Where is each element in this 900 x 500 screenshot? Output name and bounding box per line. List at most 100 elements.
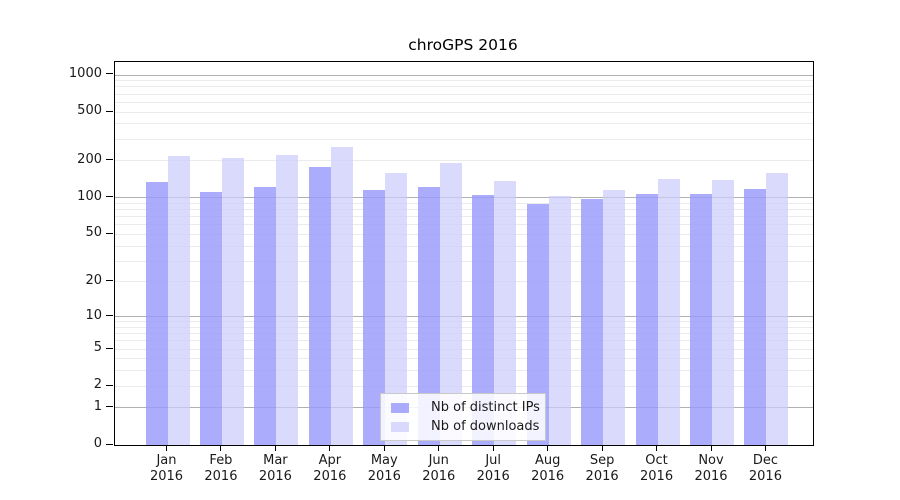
gridline-minor-700 (115, 93, 813, 95)
bar-downloads-aug (548, 195, 571, 445)
gridline-minor-20 (115, 281, 813, 283)
gridline-minor-90 (115, 202, 813, 204)
x-tick-dec (764, 446, 766, 451)
gridline-minor-600 (115, 101, 813, 103)
gridline-minor-500 (115, 111, 813, 113)
x-tick-jul (492, 446, 494, 451)
y-tick-label-20: 20 (85, 272, 102, 288)
bar-downloads-nov (712, 179, 734, 445)
x-tick-label-dec: Dec 2016 (748, 453, 782, 484)
y-tick-2 (106, 384, 113, 386)
legend: Nb of distinct IPs Nb of downloads (380, 393, 546, 441)
gridline-minor-9 (115, 321, 813, 323)
x-tick-label-may: May 2016 (367, 453, 401, 484)
bar-downloads-jun (439, 163, 462, 445)
legend-label-distinct-ips: Nb of distinct IPs (431, 400, 540, 415)
x-tick-label-jan: Jan 2016 (149, 453, 184, 484)
bar-downloads-jul (494, 180, 517, 445)
y-tick-0 (106, 443, 113, 445)
bar-distinct-ips-apr (308, 166, 331, 445)
bar-distinct-ips-oct (635, 194, 658, 445)
y-tick-1 (106, 406, 113, 408)
gridline-minor-5 (115, 348, 813, 350)
y-tick-label-1: 1 (93, 398, 102, 414)
y-tick-100 (106, 196, 113, 198)
bar-distinct-ips-may (363, 189, 386, 445)
bar-distinct-ips-jul (472, 195, 495, 445)
gridline-minor-60 (115, 224, 813, 226)
bar-downloads-oct (657, 179, 680, 445)
x-tick-may (383, 446, 385, 451)
legend-item-distinct-ips: Nb of distinct IPs (391, 398, 545, 417)
legend-swatch-distinct-ips (391, 402, 409, 413)
gridline-major-10 (115, 316, 813, 318)
y-tick-1000 (106, 73, 113, 75)
gridline-minor-6 (115, 340, 813, 342)
y-tick-500 (106, 110, 113, 112)
legend-label-downloads: Nb of downloads (431, 419, 540, 434)
bar-distinct-ips-sep (581, 199, 604, 445)
bar-downloads-feb (221, 158, 244, 445)
gridline-minor-7 (115, 333, 813, 335)
gridline-major-1000 (115, 74, 813, 76)
x-tick-label-mar: Mar 2016 (258, 453, 292, 484)
y-tick-label-100: 100 (77, 188, 102, 204)
bar-distinct-ips-feb (199, 192, 222, 445)
bar-downloads-may (385, 173, 408, 445)
bar-downloads-dec (766, 172, 789, 445)
x-tick-label-feb: Feb 2016 (204, 453, 238, 484)
gridline-minor-8 (115, 326, 813, 328)
bar-distinct-ips-aug (526, 204, 549, 445)
x-tick-label-sep: Sep 2016 (585, 453, 619, 484)
x-tick-nov (710, 446, 712, 451)
gridline-minor-300 (115, 138, 813, 140)
x-tick-label-jun: Jun 2016 (422, 453, 456, 484)
x-tick-apr (329, 446, 331, 451)
x-tick-sep (601, 446, 603, 451)
bar-distinct-ips-jan (145, 181, 168, 445)
x-tick-label-nov: Nov 2016 (694, 453, 728, 484)
y-tick-label-5: 5 (93, 340, 102, 356)
x-tick-mar (274, 446, 276, 451)
x-tick-jan (166, 446, 167, 451)
legend-swatch-downloads (391, 421, 409, 432)
chart-title: chroGPS 2016 (408, 36, 518, 54)
gridline-minor-50 (115, 233, 813, 235)
gridline-minor-3 (115, 370, 813, 372)
gridline-minor-40 (115, 245, 813, 247)
y-tick-label-2: 2 (93, 377, 102, 393)
gridline-minor-400 (115, 123, 813, 125)
gridline-minor-800 (115, 86, 813, 88)
y-tick-50 (106, 232, 113, 234)
y-tick-label-50: 50 (85, 225, 102, 241)
x-tick-feb (220, 446, 222, 451)
bar-distinct-ips-jun (417, 186, 440, 445)
bar-downloads-sep (603, 189, 626, 445)
plot-area: Nb of distinct IPs Nb of downloads (114, 61, 814, 446)
bar-distinct-ips-dec (744, 188, 767, 445)
gridline-minor-200 (115, 160, 813, 162)
bar-downloads-apr (330, 146, 353, 445)
x-tick-oct (656, 446, 658, 451)
gridline-minor-70 (115, 216, 813, 218)
y-tick-label-0: 0 (93, 436, 102, 451)
legend-item-downloads: Nb of downloads (391, 417, 545, 436)
y-tick-label-10: 10 (85, 307, 102, 323)
gridline-minor-80 (115, 209, 813, 211)
y-tick-5 (106, 347, 113, 349)
x-tick-jun (438, 446, 440, 451)
bar-distinct-ips-mar (254, 187, 277, 445)
y-tick-label-500: 500 (77, 103, 102, 119)
x-tick-label-jul: Jul 2016 (476, 453, 510, 484)
x-tick-aug (547, 446, 549, 451)
gridline-major-100 (115, 197, 813, 199)
bar-downloads-jan (167, 155, 190, 445)
y-tick-20 (106, 280, 113, 282)
x-tick-label-aug: Aug 2016 (531, 453, 565, 484)
gridline-minor-30 (115, 260, 813, 262)
bar-downloads-mar (276, 154, 299, 445)
x-tick-label-oct: Oct 2016 (640, 453, 674, 484)
y-tick-10 (106, 315, 113, 317)
y-tick-label-200: 200 (77, 151, 102, 167)
